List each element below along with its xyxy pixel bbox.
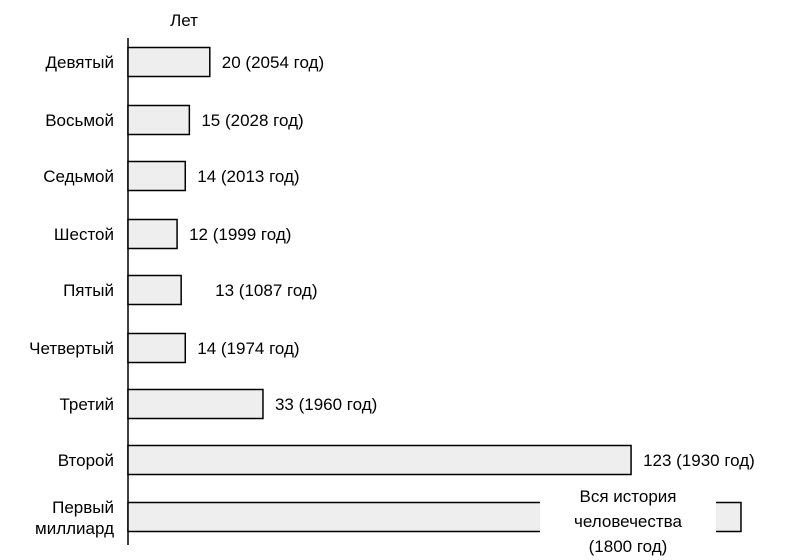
bar bbox=[127, 388, 264, 420]
value-label: 14 (1974 год) bbox=[197, 339, 299, 358]
category-labels: Девятый Восьмой Седьмой Шестой Пятый Четверты… bbox=[29, 53, 114, 538]
value-label: 33 (1960 год) bbox=[275, 395, 377, 414]
category-label: Второй bbox=[58, 451, 114, 470]
category-label: Девятый bbox=[45, 53, 114, 72]
value-label: 13 (1087 год) bbox=[215, 281, 317, 300]
unit-label: Лет bbox=[170, 11, 198, 30]
value-label: 15 (2028 год) bbox=[201, 111, 303, 130]
bar bbox=[127, 160, 187, 192]
value-label: Вся история человечества (1800 год) bbox=[574, 487, 682, 556]
bar bbox=[127, 444, 632, 476]
bar bbox=[127, 46, 211, 78]
bar bbox=[127, 332, 187, 364]
category-label: Восьмой bbox=[45, 111, 114, 130]
category-label: Первый миллиард bbox=[35, 498, 114, 538]
value-label: 12 (1999 год) bbox=[189, 225, 291, 244]
bar bbox=[127, 218, 178, 250]
category-label: Третий bbox=[59, 395, 114, 414]
category-label: Четвертый bbox=[29, 339, 114, 358]
value-label: 20 (2054 год) bbox=[222, 53, 324, 72]
value-label: 123 (1930 год) bbox=[643, 451, 755, 470]
value-label-background bbox=[540, 478, 716, 560]
category-label: Пятый bbox=[63, 281, 114, 300]
category-label: Шестой bbox=[54, 225, 114, 244]
bar bbox=[127, 104, 191, 136]
value-labels: 20 (2054 год) 15 (2028 год) 14 (2013 год) 1… bbox=[189, 53, 755, 560]
bar bbox=[127, 274, 182, 306]
value-label: 14 (2013 год) bbox=[197, 167, 299, 186]
category-label: Седьмой bbox=[43, 167, 114, 186]
